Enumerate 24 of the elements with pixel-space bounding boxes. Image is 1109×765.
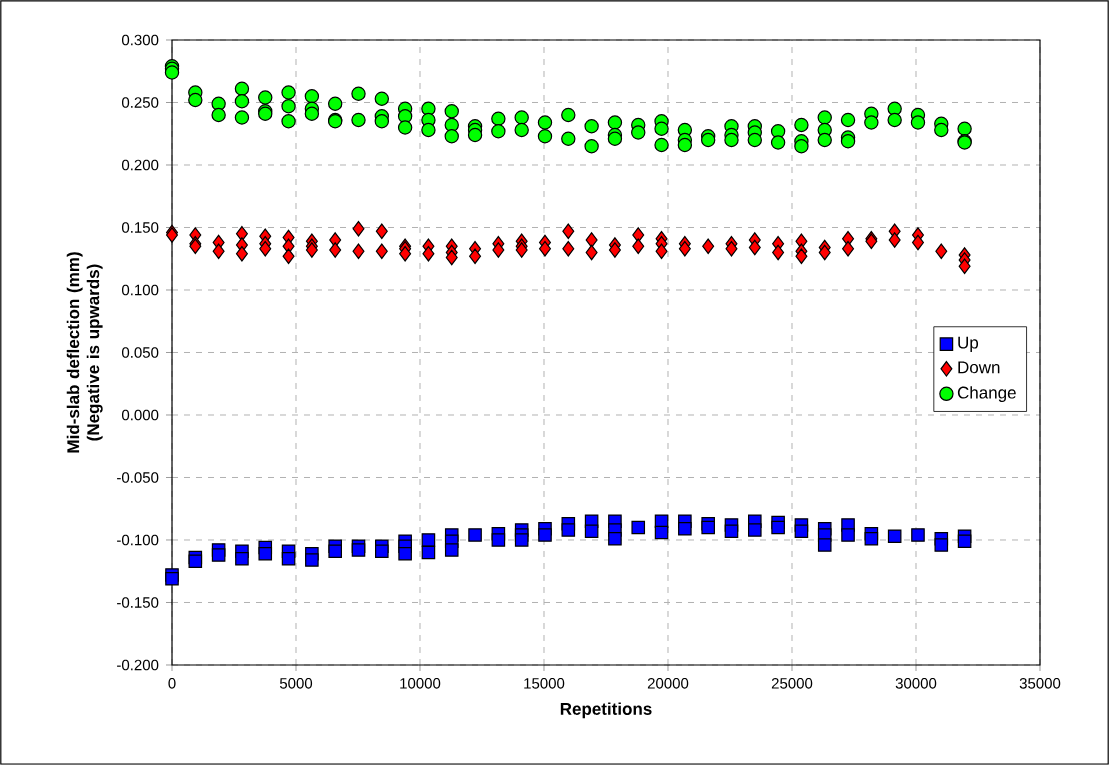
y-tick-label: 0.300 (122, 34, 159, 46)
y-tick-label: -0.200 (117, 659, 159, 671)
y-axis-title: Mid-slab deflection (mm) (Negative is upwards) (66, 252, 103, 453)
legend-label: Down (958, 361, 1000, 374)
y-tick-label: 0.000 (122, 409, 159, 421)
x-tick-label: 0 (168, 678, 176, 689)
x-tick-label: 25000 (771, 678, 813, 689)
y-tick-label: 0.200 (122, 159, 159, 171)
y-tick-label: 0.250 (122, 97, 159, 108)
y-tick-label: -0.100 (117, 534, 159, 546)
x-axis-title: Repetitions (560, 702, 652, 719)
x-tick-label: 20000 (647, 678, 689, 689)
y-tick-label: -0.050 (117, 472, 159, 483)
legend-label: Change (957, 386, 1016, 402)
x-tick-label: 30000 (895, 678, 937, 689)
legend-label: Up (958, 336, 979, 352)
y-tick-label: 0.150 (122, 222, 159, 233)
y-tick-label: -0.150 (117, 597, 159, 608)
x-tick-label: 15000 (524, 678, 565, 689)
x-tick-label: 5000 (279, 678, 313, 689)
y-tick-label: 0.050 (122, 347, 159, 358)
x-tick-label: 10000 (400, 678, 441, 689)
x-tick-label: 35000 (1019, 678, 1061, 689)
y-tick-label: 0.100 (122, 284, 159, 296)
